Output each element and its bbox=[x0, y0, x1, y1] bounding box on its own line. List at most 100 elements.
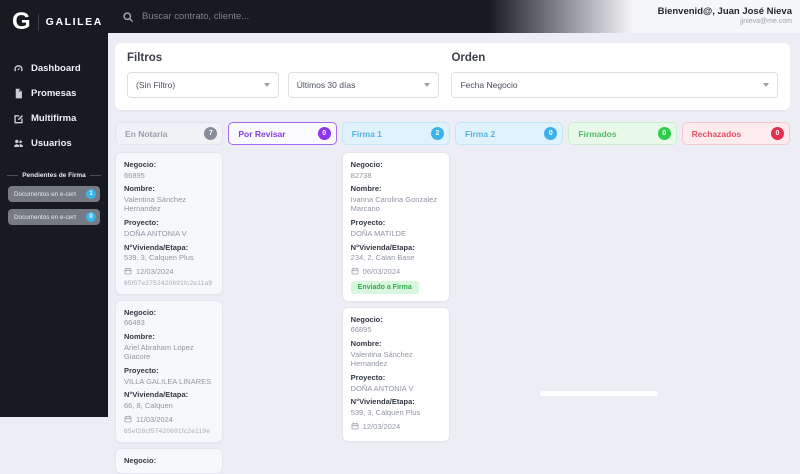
search-icon bbox=[122, 11, 134, 23]
card-negocio-value: 82738 bbox=[351, 171, 441, 180]
order-value: Fecha Negocio bbox=[460, 80, 517, 90]
card-document-hash: 65ef28cf57420691fc2e119e bbox=[124, 428, 214, 435]
card-vivienda-value: 66, 8, Calquen bbox=[124, 401, 214, 410]
kanban-card[interactable]: Negocio: bbox=[115, 448, 223, 474]
card-field-label: Proyecto: bbox=[124, 218, 214, 227]
card-field-label: Negocio: bbox=[351, 160, 441, 169]
card-proyecto-value: DOÑA ANTONIA V bbox=[124, 229, 214, 238]
card-field-label: N°Vivienda/Etapa: bbox=[124, 390, 214, 399]
ecert-documents-button-2[interactable]: Documentos en e-cert 0 bbox=[8, 209, 100, 225]
card-nombre-value: Ivanna Carolina Gonzalez Marcano bbox=[351, 195, 441, 214]
search-input[interactable] bbox=[142, 11, 442, 22]
column-title: En Notaría bbox=[125, 129, 168, 139]
user-email: jjnieva@me.com bbox=[658, 18, 792, 27]
kanban-card[interactable]: Negocio:66895 Nombre: Valentina Sánchez He… bbox=[342, 307, 450, 442]
order-title: Orden bbox=[451, 52, 778, 64]
sidebar-item-label: Promesas bbox=[31, 88, 76, 99]
sidebar: G GALILEA Dashboard Promesas Multifirma … bbox=[0, 0, 108, 417]
card-nombre-value: Valentina Sánchez Hernandez bbox=[351, 350, 441, 369]
user-info[interactable]: Bienvenid@, Juan José Nieva jjnieva@me.c… bbox=[658, 6, 792, 27]
card-field-label: Proyecto: bbox=[351, 218, 441, 227]
calendar-icon bbox=[124, 415, 132, 423]
card-field-label: Proyecto: bbox=[351, 373, 441, 382]
sidebar-item-multifirma[interactable]: Multifirma bbox=[0, 106, 108, 131]
filters-panel: Filtros (Sin Filtro) Últimos 30 días Ord… bbox=[115, 43, 790, 110]
date-range-select[interactable]: Últimos 30 días bbox=[288, 72, 440, 98]
filters-title: Filtros bbox=[127, 52, 439, 64]
pending-section-header: Pendientes de Firma bbox=[0, 172, 108, 179]
pending-section-title: Pendientes de Firma bbox=[22, 172, 86, 179]
ecert-documents-button-1[interactable]: Documentos en e-cert 1 bbox=[8, 186, 100, 202]
card-date-value: 11/03/2024 bbox=[136, 415, 173, 424]
card-field-label: Nombre: bbox=[351, 339, 441, 348]
kanban-card[interactable]: Negocio: 82738 Nombre: Ivanna Carolina Gonz… bbox=[342, 152, 450, 302]
ecert-label: Documentos en e-cert bbox=[14, 191, 76, 198]
search-bar bbox=[122, 11, 658, 23]
card-field-label: Nombre: bbox=[351, 184, 441, 193]
card-date-value: 06/03/2024 bbox=[363, 267, 401, 276]
kanban-column-firma-1: Firma 1 2 Negocio: 82738 Nombre: Ivanna Carol… bbox=[342, 122, 450, 474]
card-date-row: 12/03/2024 bbox=[124, 267, 214, 276]
card-nombre-value: Ariel Abraham Lopez Giacore bbox=[124, 343, 214, 362]
card-vivienda-value: 539, 3, Calquen Plus bbox=[351, 408, 441, 417]
horizontal-scrollbar[interactable] bbox=[540, 391, 658, 396]
chevron-down-icon bbox=[264, 83, 270, 87]
filter-type-value: (Sin Filtro) bbox=[136, 80, 175, 90]
column-title: Firmados bbox=[578, 129, 616, 139]
card-negocio-value: 66895 bbox=[351, 325, 441, 334]
column-title: Por Revisar bbox=[238, 129, 285, 139]
sidebar-item-label: Dashboard bbox=[31, 63, 81, 74]
chevron-down-icon bbox=[424, 83, 430, 87]
card-field-label: Negocio: bbox=[124, 308, 214, 317]
card-proyecto-value: VILLA GALILEA LINARES bbox=[124, 377, 214, 386]
app-logo: G GALILEA bbox=[0, 0, 108, 46]
sidebar-nav: Dashboard Promesas Multifirma Usuarios bbox=[0, 56, 108, 156]
order-select[interactable]: Fecha Negocio bbox=[451, 72, 778, 98]
card-field-label: Proyecto: bbox=[124, 366, 214, 375]
user-greeting: Bienvenid@, Juan José Nieva bbox=[658, 6, 792, 18]
column-title: Firma 1 bbox=[352, 129, 382, 139]
users-icon bbox=[13, 138, 24, 149]
card-proyecto-value: DOÑA MATILDE bbox=[351, 229, 441, 238]
column-title: Firma 2 bbox=[465, 129, 495, 139]
sidebar-item-label: Multifirma bbox=[31, 113, 76, 124]
card-field-label: N°Vivienda/Etapa: bbox=[351, 243, 441, 252]
topbar: Bienvenid@, Juan José Nieva jjnieva@me.c… bbox=[108, 0, 800, 33]
column-header-firma-1[interactable]: Firma 1 2 bbox=[342, 122, 450, 145]
divider bbox=[7, 175, 18, 176]
order-group: Orden Fecha Negocio bbox=[451, 52, 778, 98]
calendar-icon bbox=[351, 267, 359, 275]
card-field-label: Nombre: bbox=[124, 332, 214, 341]
card-field-label: Negocio: bbox=[124, 456, 214, 465]
sent-to-sign-badge: Enviado a Firma bbox=[351, 281, 419, 294]
sidebar-item-dashboard[interactable]: Dashboard bbox=[0, 56, 108, 81]
logo-g-icon: G bbox=[12, 10, 31, 34]
dashboard-icon bbox=[13, 63, 24, 74]
divider bbox=[90, 175, 101, 176]
card-field-label: Negocio: bbox=[124, 160, 214, 169]
card-date-row: 06/03/2024 bbox=[351, 267, 441, 276]
filter-type-select[interactable]: (Sin Filtro) bbox=[127, 72, 279, 98]
column-count-badge: 2 bbox=[431, 127, 444, 140]
card-field-label: Negocio: bbox=[351, 315, 441, 324]
card-field-label: Nombre: bbox=[124, 184, 214, 193]
card-field-label: N°Vivienda/Etapa: bbox=[124, 243, 214, 252]
ecert-label: Documentos en e-cert bbox=[14, 214, 76, 221]
sidebar-item-promesas[interactable]: Promesas bbox=[0, 81, 108, 106]
sidebar-item-usuarios[interactable]: Usuarios bbox=[0, 131, 108, 156]
sidebar-item-label: Usuarios bbox=[31, 138, 72, 149]
logo-divider bbox=[38, 14, 39, 31]
